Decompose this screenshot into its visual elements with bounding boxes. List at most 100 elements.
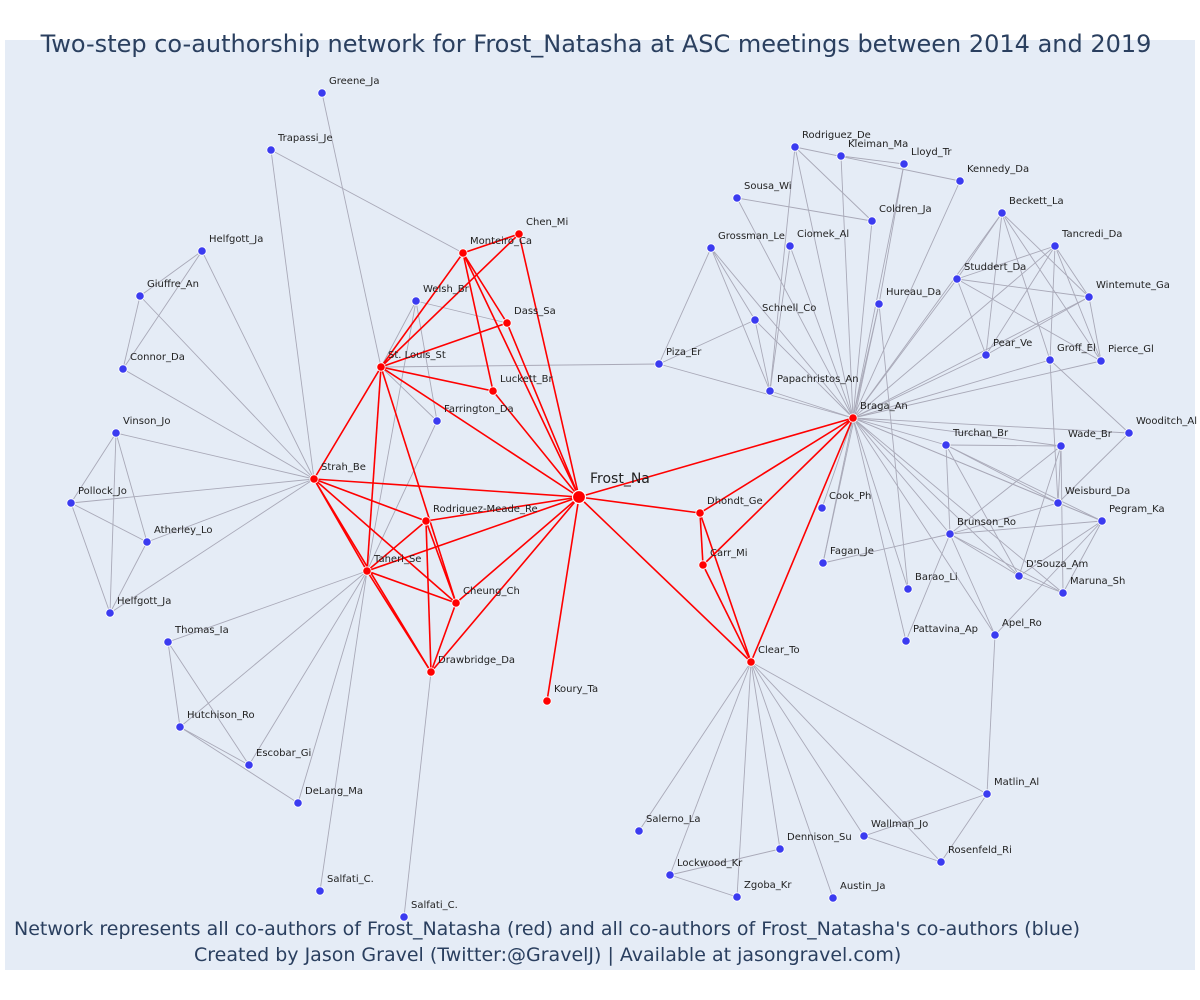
red-edge-frost-na-monteiro-ca	[462, 252, 580, 498]
node-st-louis-st[interactable]	[376, 362, 386, 372]
node-helfgott-ja[interactable]	[197, 246, 207, 256]
node-tancredi-da[interactable]	[1050, 241, 1060, 251]
label-maruna-sh: Maruna_Sh	[1070, 576, 1125, 587]
node-groff-el[interactable]	[1045, 355, 1055, 365]
red-edge-monteiro-ca-luckett-br	[462, 252, 494, 392]
node-cook-ph[interactable]	[817, 503, 827, 513]
node-papachristos-an[interactable]	[765, 386, 775, 396]
node-wooditch-al[interactable]	[1124, 428, 1134, 438]
node-maruna-sh[interactable]	[1058, 588, 1068, 598]
edge-brunson-ro-pattavina-ap	[905, 533, 951, 642]
node-beckett-la[interactable]	[997, 208, 1007, 218]
node-zgoba-kr[interactable]	[732, 892, 742, 902]
node-carr-mi[interactable]	[698, 560, 708, 570]
label-pollock-jo: Pollock_Jo	[78, 486, 127, 497]
node-austin-ja[interactable]	[828, 893, 838, 903]
label-pattavina-ap: Pattavina_Ap	[913, 624, 978, 635]
edge-brunson-ro-apel-ro	[949, 533, 996, 636]
label-sousa-wi: Sousa_Wi	[744, 181, 792, 192]
node-dhondt-ge[interactable]	[695, 508, 705, 518]
node-piza-er[interactable]	[654, 359, 664, 369]
red-edge-frost-na-cheung-ch	[455, 496, 580, 604]
node-hureau-da[interactable]	[874, 299, 884, 309]
node-koury-ta[interactable]	[542, 696, 552, 706]
node-greene-ja[interactable]	[317, 88, 327, 98]
node-strah-be[interactable]	[309, 474, 319, 484]
node-fagan-je[interactable]	[818, 558, 828, 568]
node-helfgott-ja-2[interactable]	[105, 608, 115, 618]
node-pear-ve[interactable]	[981, 350, 991, 360]
node-rodriguez-de[interactable]	[790, 142, 800, 152]
node-sousa-wi[interactable]	[732, 193, 742, 203]
edge-papachristos-an-braga-an	[769, 390, 854, 419]
node-lockwood-kr[interactable]	[665, 870, 675, 880]
node-apel-ro[interactable]	[990, 630, 1000, 640]
node-pegram-ka[interactable]	[1097, 516, 1107, 526]
label-clear-to: Clear_To	[758, 645, 800, 656]
node-lloyd-tr[interactable]	[899, 159, 909, 169]
node-trapassi-je[interactable]	[266, 145, 276, 155]
node-clear-to[interactable]	[746, 657, 756, 667]
node-matlin-al[interactable]	[982, 789, 992, 799]
edge-turchan-br-pegram-ka	[945, 444, 1103, 522]
edge-turchan-br-d-souza-am	[945, 444, 1020, 577]
node-grossman-le[interactable]	[706, 243, 716, 253]
node-pierce-gl[interactable]	[1096, 356, 1106, 366]
node-wade-br[interactable]	[1056, 441, 1066, 451]
node-farrington-da[interactable]	[432, 416, 442, 426]
red-edge-st-louis-st-strah-be	[313, 366, 382, 480]
node-salfati-c-2[interactable]	[399, 912, 409, 922]
red-edge-monteiro-ca-chen-mi	[462, 233, 520, 254]
node-turchan-br[interactable]	[941, 440, 951, 450]
node-dass-sa[interactable]	[502, 318, 512, 328]
node-hutchison-ro[interactable]	[175, 722, 185, 732]
node-wintemute-ga[interactable]	[1084, 292, 1094, 302]
node-thomas-ia[interactable]	[163, 637, 173, 647]
red-edge-frost-na-st-louis-st	[380, 366, 580, 498]
node-salfati-c[interactable]	[315, 886, 325, 896]
red-edge-rodriguez-meade-re-cheung-ch	[425, 520, 457, 604]
label-carr-mi: Carr_Mi	[710, 548, 748, 559]
node-connor-da[interactable]	[118, 364, 128, 374]
node-wallman-jo[interactable]	[859, 831, 869, 841]
node-monteiro-ca[interactable]	[458, 248, 468, 258]
node-barao-li[interactable]	[903, 584, 913, 594]
node-coldren-ja[interactable]	[867, 216, 877, 226]
node-pattavina-ap[interactable]	[901, 636, 911, 646]
node-rosenfeld-ri[interactable]	[936, 857, 946, 867]
node-delang-ma[interactable]	[293, 798, 303, 808]
edge-trapassi-je-monteiro-ca	[270, 149, 464, 254]
node-braga-an[interactable]	[848, 413, 858, 423]
node-drawbridge-da[interactable]	[426, 667, 436, 677]
node-kennedy-da[interactable]	[955, 176, 965, 186]
node-schnell-co[interactable]	[750, 315, 760, 325]
node-atherley-lo[interactable]	[142, 537, 152, 547]
node-ciomek-al[interactable]	[785, 241, 795, 251]
node-brunson-ro[interactable]	[945, 529, 955, 539]
node-giuffre-an[interactable]	[135, 291, 145, 301]
label-dhondt-ge: Dhondt_Ge	[707, 496, 763, 507]
node-kleiman-ma[interactable]	[836, 151, 846, 161]
node-pollock-jo[interactable]	[66, 498, 76, 508]
node-taheri-se[interactable]	[362, 566, 372, 576]
node-escobar-gi[interactable]	[244, 760, 254, 770]
node-rodriguez-meade-re[interactable]	[421, 516, 431, 526]
edge-studdert-da-pear-ve	[956, 278, 987, 356]
node-frost-na[interactable]	[571, 489, 587, 505]
node-weisburd-da[interactable]	[1053, 498, 1063, 508]
label-vinson-jo: Vinson_Jo	[123, 416, 170, 427]
node-cheung-ch[interactable]	[451, 598, 461, 608]
label-rodriguez-de: Rodriguez_De	[802, 130, 871, 141]
edge-piza-er-grossman-le	[658, 247, 712, 365]
edge-zgoba-kr-clear-to	[736, 661, 752, 898]
node-luckett-br[interactable]	[488, 386, 498, 396]
label-giuffre-an: Giuffre_An	[147, 279, 199, 290]
node-dennison-su[interactable]	[775, 844, 785, 854]
node-salerno-la[interactable]	[634, 826, 644, 836]
node-welsh-br[interactable]	[411, 296, 421, 306]
node-chen-mi[interactable]	[514, 229, 524, 239]
node-studdert-da[interactable]	[952, 274, 962, 284]
node-vinson-jo[interactable]	[111, 428, 121, 438]
node-d-souza-am[interactable]	[1014, 571, 1024, 581]
